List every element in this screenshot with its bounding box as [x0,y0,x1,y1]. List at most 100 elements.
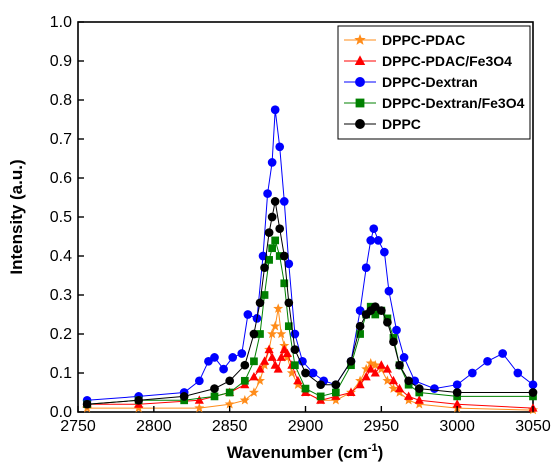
data-point [240,360,250,370]
data-point [366,236,376,245]
legend-marker [354,34,366,45]
data-point [290,345,300,354]
data-point [346,387,356,396]
data-point [370,368,380,377]
x-tick-label: 2850 [212,418,248,435]
x-tick-label: 3000 [439,418,475,435]
data-point [280,279,289,288]
data-point [301,384,310,393]
data-point [316,380,326,390]
y-tick-label: 0.1 [50,365,72,382]
legend-item: DPPC-PDAC/Fe3O4 [344,53,512,69]
y-tick-label: 0.5 [50,209,72,226]
data-point [355,379,365,389]
data-point [370,359,381,370]
data-point [380,247,389,257]
y-tick-label: 1.0 [50,14,72,31]
legend-marker [354,55,366,65]
data-point [263,189,272,198]
legend-marker [355,119,365,129]
data-point [384,286,394,296]
data-point [267,158,277,167]
data-point [414,384,424,393]
data-point [228,353,238,362]
data-point [284,298,294,308]
y-tick-label: 0.8 [50,92,72,109]
data-point [270,197,280,206]
data-point [376,360,386,369]
data-point [275,252,284,260]
data-point [373,236,383,245]
data-point [210,353,219,362]
data-point [279,197,289,206]
data-point [210,384,219,393]
data-point [308,368,318,378]
data-point [276,328,287,339]
data-point [264,344,274,354]
data-point [260,263,269,273]
data-point [404,391,414,400]
data-point [513,368,523,378]
legend-label: DPPC-Dextran [382,74,478,90]
data-point [346,356,356,366]
data-point [267,212,277,222]
data-point [291,361,299,370]
data-point [282,348,292,357]
data-point [270,320,281,331]
y-tick-label: 0.3 [50,287,72,304]
data-point [392,325,401,335]
legend-label: DPPC [382,116,421,132]
data-point [267,352,277,361]
y-axis-title: Intensity (a.u.) [7,159,26,274]
data-point [366,364,376,373]
data-point [268,244,276,253]
legend-label: DPPC-PDAC [382,32,465,48]
data-point [452,380,462,390]
x-tick-label: 3050 [515,418,551,435]
data-point [225,388,234,397]
data-point [361,372,371,381]
data-point [356,330,364,338]
legend-marker [355,98,365,108]
y-tick-label: 0.4 [50,248,72,265]
data-point [134,395,144,405]
data-point [389,337,398,347]
y-tick-label: 0.6 [50,170,72,187]
x-axis-title-main: Wavenumber (cm [227,443,368,462]
data-point [219,364,228,374]
legend-item: DPPC-Dextran/Fe3O4 [344,95,525,111]
data-point [248,387,259,397]
data-point [452,388,462,397]
x-tick-label: 2800 [136,418,172,435]
data-point [260,291,269,299]
data-point [239,395,250,405]
data-point [361,263,371,273]
data-point [270,105,280,115]
data-point [284,322,293,331]
data-point [264,228,274,237]
legend-item: DPPC [344,116,421,132]
y-tick-label: 0.2 [50,326,72,343]
data-point [452,399,462,408]
legend: DPPC-PDAC DPPC-PDAC/Fe3O4 DPPC-Dextran DPPC… [337,25,531,140]
data-point [179,392,189,401]
data-point [286,367,297,378]
data-point [194,402,205,413]
data-point [82,399,92,409]
y-tick-label: 0.0 [50,404,72,421]
data-point [376,306,386,315]
data-point [301,368,310,378]
data-point [250,357,258,366]
data-point [225,376,235,386]
data-point [256,330,264,338]
data-point [382,375,393,386]
data-point [528,388,538,397]
x-tick-label: 2750 [60,418,96,435]
data-point [414,395,424,404]
axis-ticks: 2750 2800 2850 2900 2950 3000 3050 0.0 0.1 0.2 0.3… [50,14,551,435]
data-point [249,372,259,381]
data-point [240,376,249,385]
data-point [273,303,284,313]
data-point [267,328,278,339]
